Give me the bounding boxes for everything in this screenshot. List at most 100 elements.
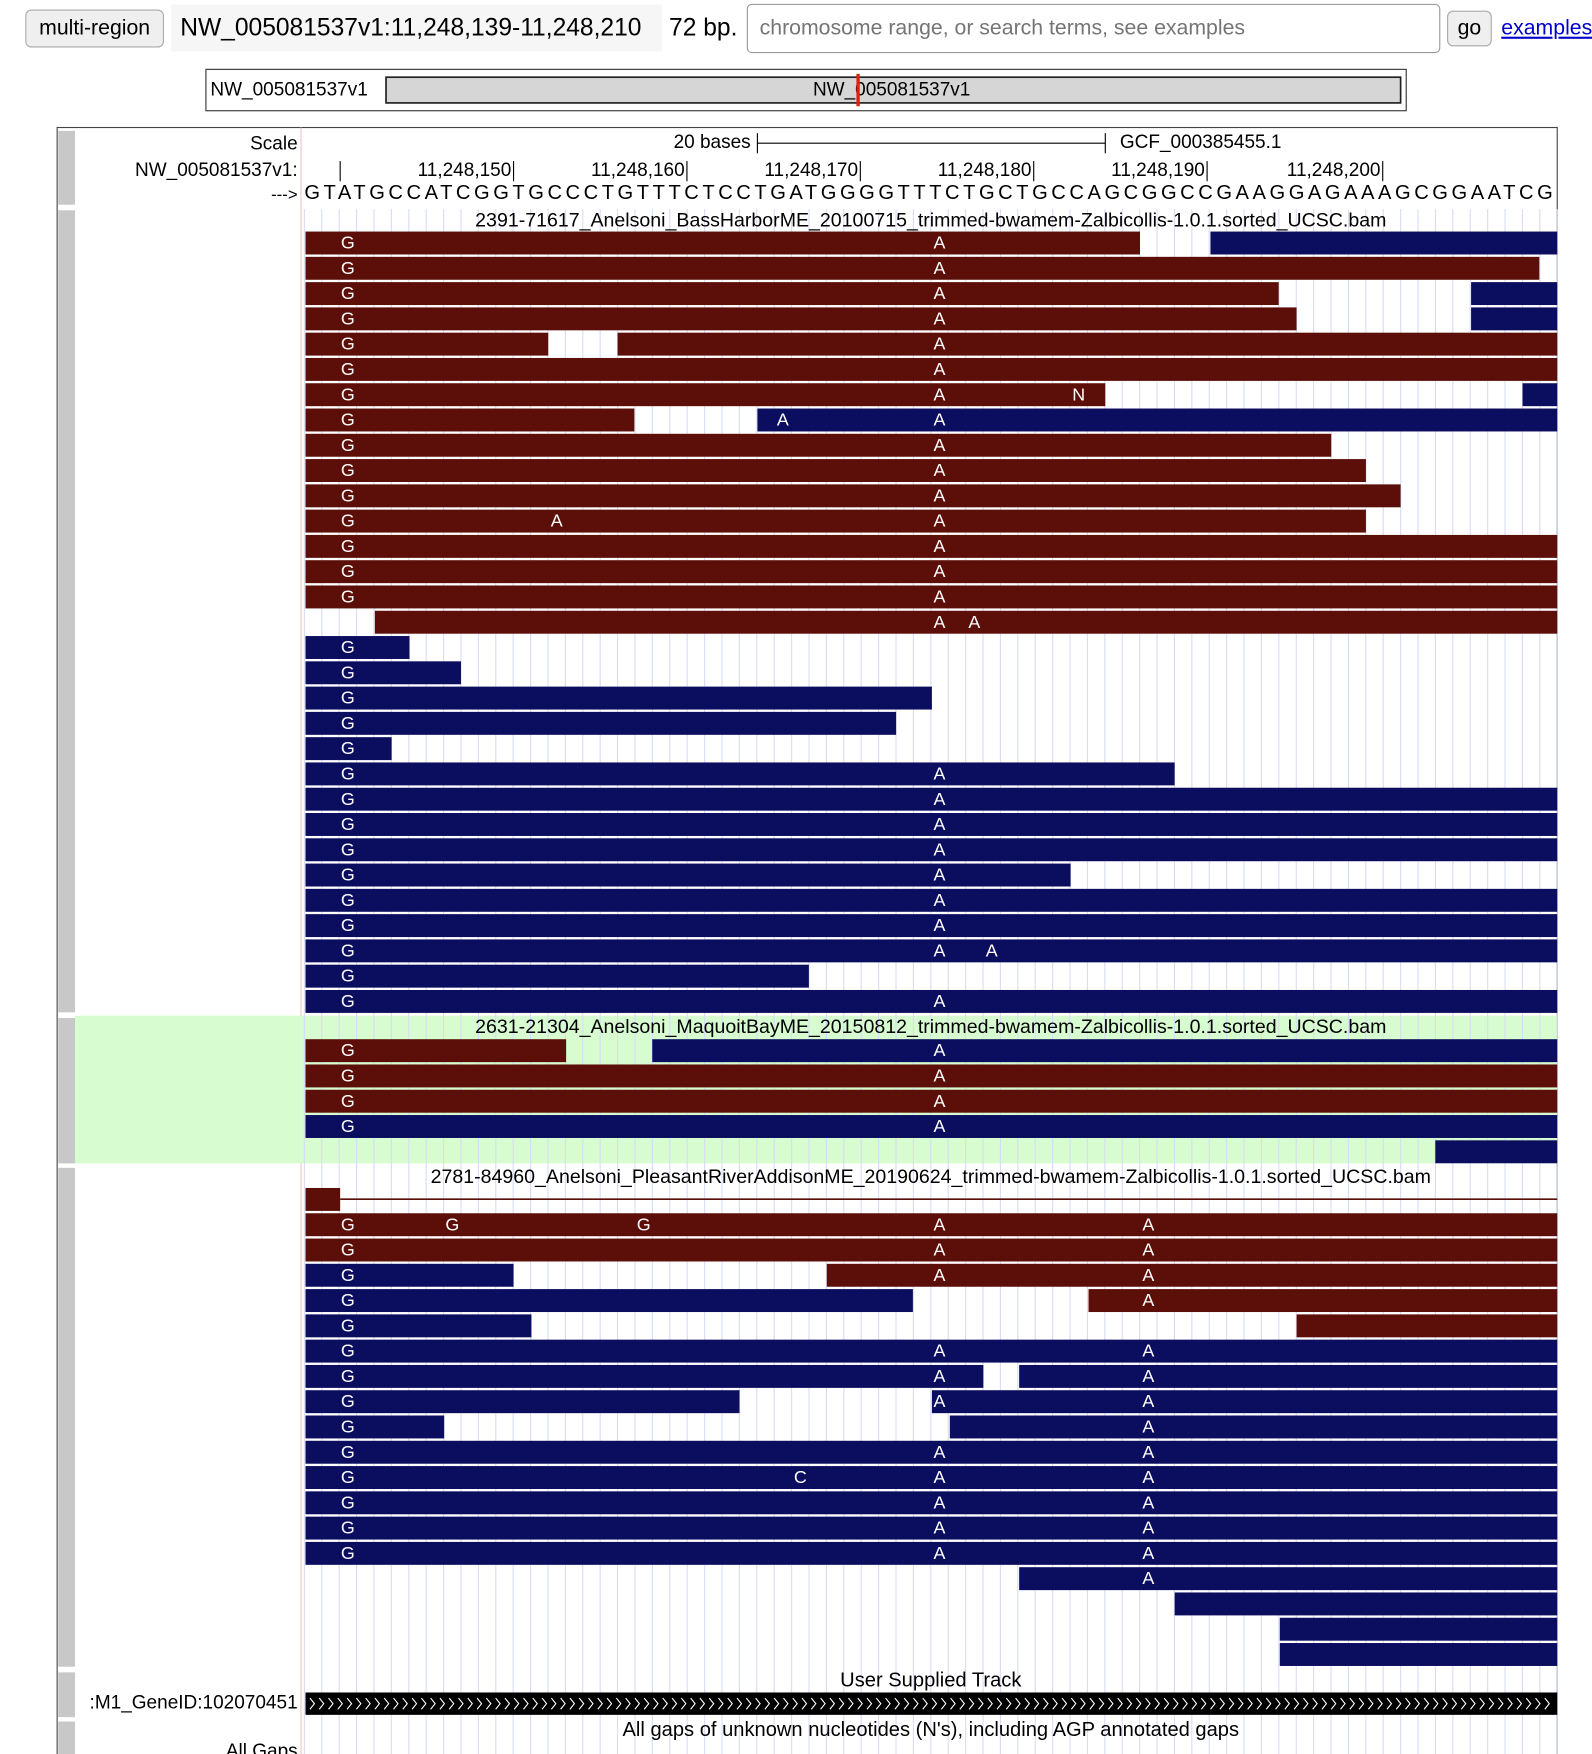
chevron	[560, 1697, 566, 1710]
read	[305, 711, 897, 735]
ideogram-label: NW_005081537v1	[210, 80, 367, 101]
chevron	[1033, 1697, 1040, 1710]
read	[1279, 1643, 1558, 1666]
read	[305, 1115, 1558, 1138]
chevron	[745, 1697, 752, 1710]
read	[305, 787, 1558, 811]
chevron	[485, 1697, 492, 1710]
read-base: A	[934, 536, 946, 556]
chevron	[495, 1697, 501, 1710]
user-item-label[interactable]: :M1_GeneID:102070451	[90, 1693, 298, 1714]
examples-link[interactable]: examples	[1501, 16, 1592, 40]
chevron	[718, 1697, 724, 1710]
read	[305, 989, 1558, 1013]
chevron	[764, 1697, 771, 1710]
read-base: A	[1142, 1417, 1154, 1437]
search-placeholder[interactable]: chromosome range, or search terms, see e…	[760, 16, 1245, 40]
chevron	[328, 1697, 334, 1710]
read-base: G	[341, 587, 355, 607]
read-base: A	[934, 1214, 946, 1234]
read-base: G	[341, 738, 355, 758]
chevron	[1043, 1697, 1049, 1710]
read-base: A	[777, 410, 789, 430]
multi-region-button[interactable]: multi-region	[25, 9, 164, 48]
read-base: A	[934, 460, 946, 480]
read-base: A	[1142, 1518, 1154, 1538]
search-input[interactable]: chromosome range, or search terms, see e…	[746, 3, 1441, 54]
chevron	[634, 1697, 641, 1710]
chevron	[1200, 1697, 1207, 1710]
chevron	[1163, 1697, 1170, 1710]
chevron	[959, 1697, 966, 1710]
chevron	[1024, 1697, 1031, 1710]
read	[305, 484, 1401, 508]
read-base: G	[341, 966, 355, 986]
chevron	[393, 1697, 399, 1710]
chevron	[773, 1697, 780, 1710]
chevron	[1284, 1697, 1291, 1710]
read-base: A	[934, 435, 946, 455]
ruler-position: 11,248,200	[1287, 160, 1381, 181]
strand-chevrons	[309, 1697, 1550, 1710]
read	[305, 1238, 1558, 1262]
chevron	[1312, 1697, 1318, 1710]
read	[305, 332, 549, 356]
read	[305, 1390, 740, 1414]
read-base: A	[934, 308, 946, 328]
chevron	[458, 1697, 464, 1710]
read-base: A	[934, 1040, 946, 1060]
read-base: G	[341, 1265, 355, 1285]
read-base: G	[341, 1366, 355, 1386]
chevron	[1135, 1697, 1142, 1710]
chevron	[680, 1697, 687, 1710]
read-base: G	[341, 1066, 355, 1086]
chevron	[1367, 1697, 1374, 1710]
chevron	[643, 1697, 650, 1710]
chevron	[820, 1697, 826, 1710]
read	[305, 585, 1558, 609]
read	[1088, 1289, 1558, 1313]
read-base: G	[341, 1240, 355, 1260]
read-base: G	[341, 1040, 355, 1060]
read-base: G	[341, 511, 355, 531]
gaps-track-title: All gaps of unknown nucleotides (N's), i…	[623, 1719, 1240, 1741]
chevron	[987, 1697, 993, 1710]
ideogram[interactable]: NW_005081537v1 NW_005081537v1	[205, 68, 1407, 112]
button-label[interactable]: go	[1458, 16, 1482, 40]
read-base: A	[1142, 1240, 1154, 1260]
read-base: G	[341, 233, 355, 253]
chevron	[1321, 1697, 1328, 1710]
go-button[interactable]: go	[1447, 10, 1492, 47]
read	[305, 1039, 567, 1063]
user-track-title: User Supplied Track	[840, 1670, 1022, 1692]
chevron	[885, 1697, 891, 1710]
scale-bar	[756, 133, 1106, 154]
ruler-position: 11,248,190	[1111, 160, 1205, 181]
chevron	[318, 1697, 325, 1710]
user-item[interactable]	[305, 1692, 1558, 1715]
chevron	[1107, 1697, 1114, 1710]
read	[305, 737, 392, 761]
button-label[interactable]: multi-region	[39, 16, 150, 40]
chevron	[550, 1697, 557, 1710]
read-base: G	[341, 688, 355, 708]
chevron	[1061, 1697, 1068, 1710]
chevron	[1117, 1697, 1123, 1710]
read-base: G	[341, 1543, 355, 1563]
read-base: A	[934, 1543, 946, 1563]
chevron	[1507, 1697, 1513, 1710]
read	[305, 1213, 1558, 1237]
read	[305, 964, 809, 988]
read-base: A	[934, 839, 946, 859]
position: NW_005081537v1:11,248,139-11,248,210	[180, 15, 641, 42]
read-base: G	[341, 283, 355, 303]
chevron	[1237, 1697, 1244, 1710]
size: 72 bp.	[669, 15, 737, 42]
chevron	[1275, 1697, 1281, 1710]
chevron	[448, 1697, 455, 1710]
read-base: G	[341, 763, 355, 783]
read-base: G	[341, 814, 355, 834]
chevron	[1052, 1697, 1058, 1710]
chevron	[1145, 1697, 1151, 1710]
read-base: A	[986, 940, 998, 960]
